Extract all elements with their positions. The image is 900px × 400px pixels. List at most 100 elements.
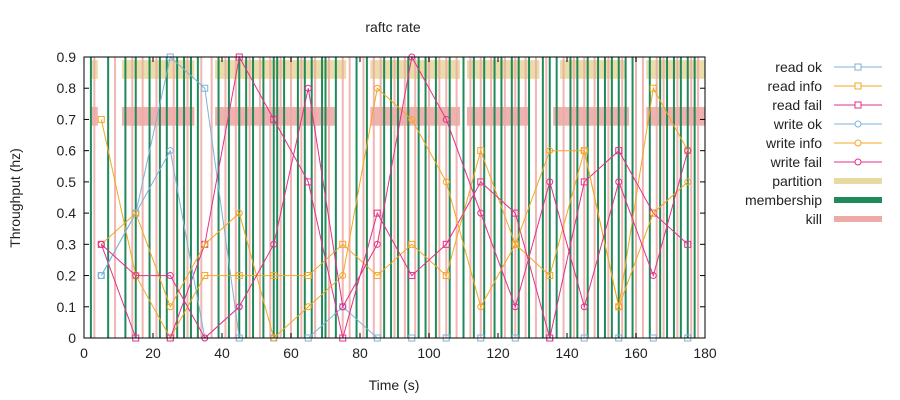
data-point <box>442 178 450 186</box>
series-line <box>100 55 689 339</box>
data-point <box>511 303 519 311</box>
data-point <box>580 303 588 311</box>
legend-label: write ok <box>773 116 823 132</box>
y-tick-label: 0.6 <box>57 143 77 159</box>
data-point <box>546 147 554 155</box>
data-point <box>684 178 692 186</box>
data-point <box>649 272 657 280</box>
data-point <box>408 240 416 248</box>
x-tick-label: 60 <box>283 345 299 361</box>
data-point <box>477 178 485 186</box>
series-write-fail <box>97 53 692 342</box>
legend-entry-partition: partition <box>772 173 882 189</box>
data-point <box>373 240 381 248</box>
data-point <box>408 115 416 123</box>
data-point <box>304 303 312 311</box>
data-point <box>339 272 347 280</box>
data-point <box>235 303 243 311</box>
y-tick-label: 0.8 <box>57 80 77 96</box>
data-point <box>373 272 381 280</box>
series-line <box>100 87 689 339</box>
data-point <box>97 240 105 248</box>
data-point <box>132 209 140 217</box>
x-tick-label: 20 <box>145 345 161 361</box>
legend-entry-write-fail: write fail <box>770 154 882 170</box>
data-point <box>649 84 657 92</box>
legend-label: kill <box>806 211 822 227</box>
data-point <box>580 147 588 155</box>
y-tick-label: 0 <box>68 330 76 346</box>
series-write-ok <box>97 147 243 342</box>
x-tick-label: 100 <box>417 345 441 361</box>
legend-entry-read-fail: read fail <box>772 97 882 113</box>
legend-entry-read-info: read info <box>768 78 882 94</box>
legend-label: write fail <box>770 154 822 170</box>
legend-entry-write-info: write info <box>765 135 882 151</box>
legend-label: read fail <box>772 97 822 113</box>
legend-entry-write-ok: write ok <box>773 116 882 132</box>
data-point <box>339 240 347 248</box>
event-lines <box>89 57 700 338</box>
series-layer <box>97 53 692 342</box>
data-point <box>304 272 312 280</box>
data-point <box>132 272 140 280</box>
data-point <box>580 178 588 186</box>
legend-marker <box>854 120 862 128</box>
legend: read ok read info read fail write ok write i… <box>745 59 882 227</box>
data-point <box>408 272 416 280</box>
y-tick-label: 0.2 <box>57 268 77 284</box>
x-tick-label: 140 <box>555 345 579 361</box>
legend-label: membership <box>745 192 822 208</box>
legend-swatch <box>834 216 882 222</box>
plot-frame <box>83 56 706 339</box>
legend-marker <box>854 158 862 166</box>
data-point <box>201 84 209 92</box>
kill-band <box>466 106 530 126</box>
data-point <box>477 303 485 311</box>
data-point <box>373 84 381 92</box>
kill-band <box>553 106 630 126</box>
data-point <box>97 115 105 123</box>
data-point <box>166 303 174 311</box>
legend-entry-membership: membership <box>745 192 882 208</box>
y-tick-label: 0.4 <box>57 205 77 221</box>
data-point <box>511 209 519 217</box>
data-point <box>442 272 450 280</box>
y-tick-label: 0.5 <box>57 174 77 190</box>
data-point <box>373 209 381 217</box>
data-point <box>477 209 485 217</box>
legend-marker <box>854 139 862 147</box>
legend-entry-kill: kill <box>806 211 882 227</box>
legend-swatch <box>834 197 882 203</box>
legend-label: read ok <box>775 59 823 75</box>
data-point <box>304 84 312 92</box>
legend-marker <box>854 63 862 71</box>
legend-entry-read-ok: read ok <box>775 59 882 75</box>
x-tick-label: 160 <box>624 345 648 361</box>
data-point <box>270 240 278 248</box>
y-tick-label: 0.7 <box>57 111 77 127</box>
data-point <box>615 178 623 186</box>
data-point <box>684 147 692 155</box>
data-point <box>97 272 105 280</box>
chart-title: raftc rate <box>365 19 420 35</box>
axis-ticks: 0 20 40 60 80 100 120 140 160 180 0 0.1 0.2 0.3 0.4 0.5… <box>57 49 717 361</box>
x-tick-label: 80 <box>352 345 368 361</box>
data-point <box>270 272 278 280</box>
legend-swatch <box>834 178 882 184</box>
legend-label: read info <box>768 78 823 94</box>
x-tick-label: 0 <box>80 345 88 361</box>
data-point <box>615 147 623 155</box>
data-point <box>546 272 554 280</box>
x-tick-label: 180 <box>693 345 717 361</box>
data-point <box>304 178 312 186</box>
x-axis-label: Time (s) <box>369 377 420 393</box>
data-point <box>442 240 450 248</box>
data-point <box>546 178 554 186</box>
legend-label: partition <box>772 173 822 189</box>
y-tick-label: 0.3 <box>57 236 77 252</box>
legend-label: write info <box>765 135 822 151</box>
x-tick-label: 40 <box>214 345 230 361</box>
data-point <box>201 240 209 248</box>
